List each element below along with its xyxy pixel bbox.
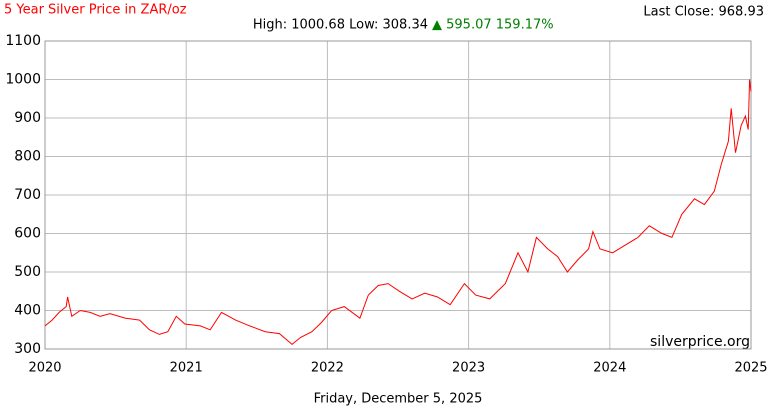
high-low: High: 1000.68 Low: 308.34 bbox=[253, 18, 428, 33]
y-tick-label: 900 bbox=[14, 110, 41, 126]
price-line bbox=[44, 79, 752, 346]
y-tick-label: 600 bbox=[14, 226, 41, 242]
x-tick-label: 2025 bbox=[734, 361, 767, 376]
y-tick-label: 500 bbox=[14, 264, 41, 280]
change: ▲ 595.07 159.17% bbox=[432, 18, 554, 33]
plot-frame bbox=[44, 40, 752, 350]
x-tick-label: 2024 bbox=[593, 361, 626, 376]
footer-date: Friday, December 5, 2025 bbox=[314, 392, 483, 407]
y-tick-label: 800 bbox=[14, 149, 41, 165]
chart-title: 5 Year Silver Price in ZAR/oz bbox=[4, 3, 187, 18]
y-tick-label: 1100 bbox=[5, 33, 41, 49]
last-close: Last Close: 968.93 bbox=[643, 5, 764, 20]
x-tick-label: 2023 bbox=[452, 361, 485, 376]
x-tick-label: 2020 bbox=[28, 361, 61, 376]
watermark: silverprice.org bbox=[650, 334, 750, 350]
x-tick-label: 2022 bbox=[311, 361, 344, 376]
x-tick-label: 2021 bbox=[170, 361, 203, 376]
y-tick-label: 300 bbox=[14, 341, 41, 357]
y-tick-label: 1000 bbox=[5, 72, 41, 88]
y-tick-label: 400 bbox=[14, 303, 41, 319]
y-tick-label: 700 bbox=[14, 187, 41, 203]
